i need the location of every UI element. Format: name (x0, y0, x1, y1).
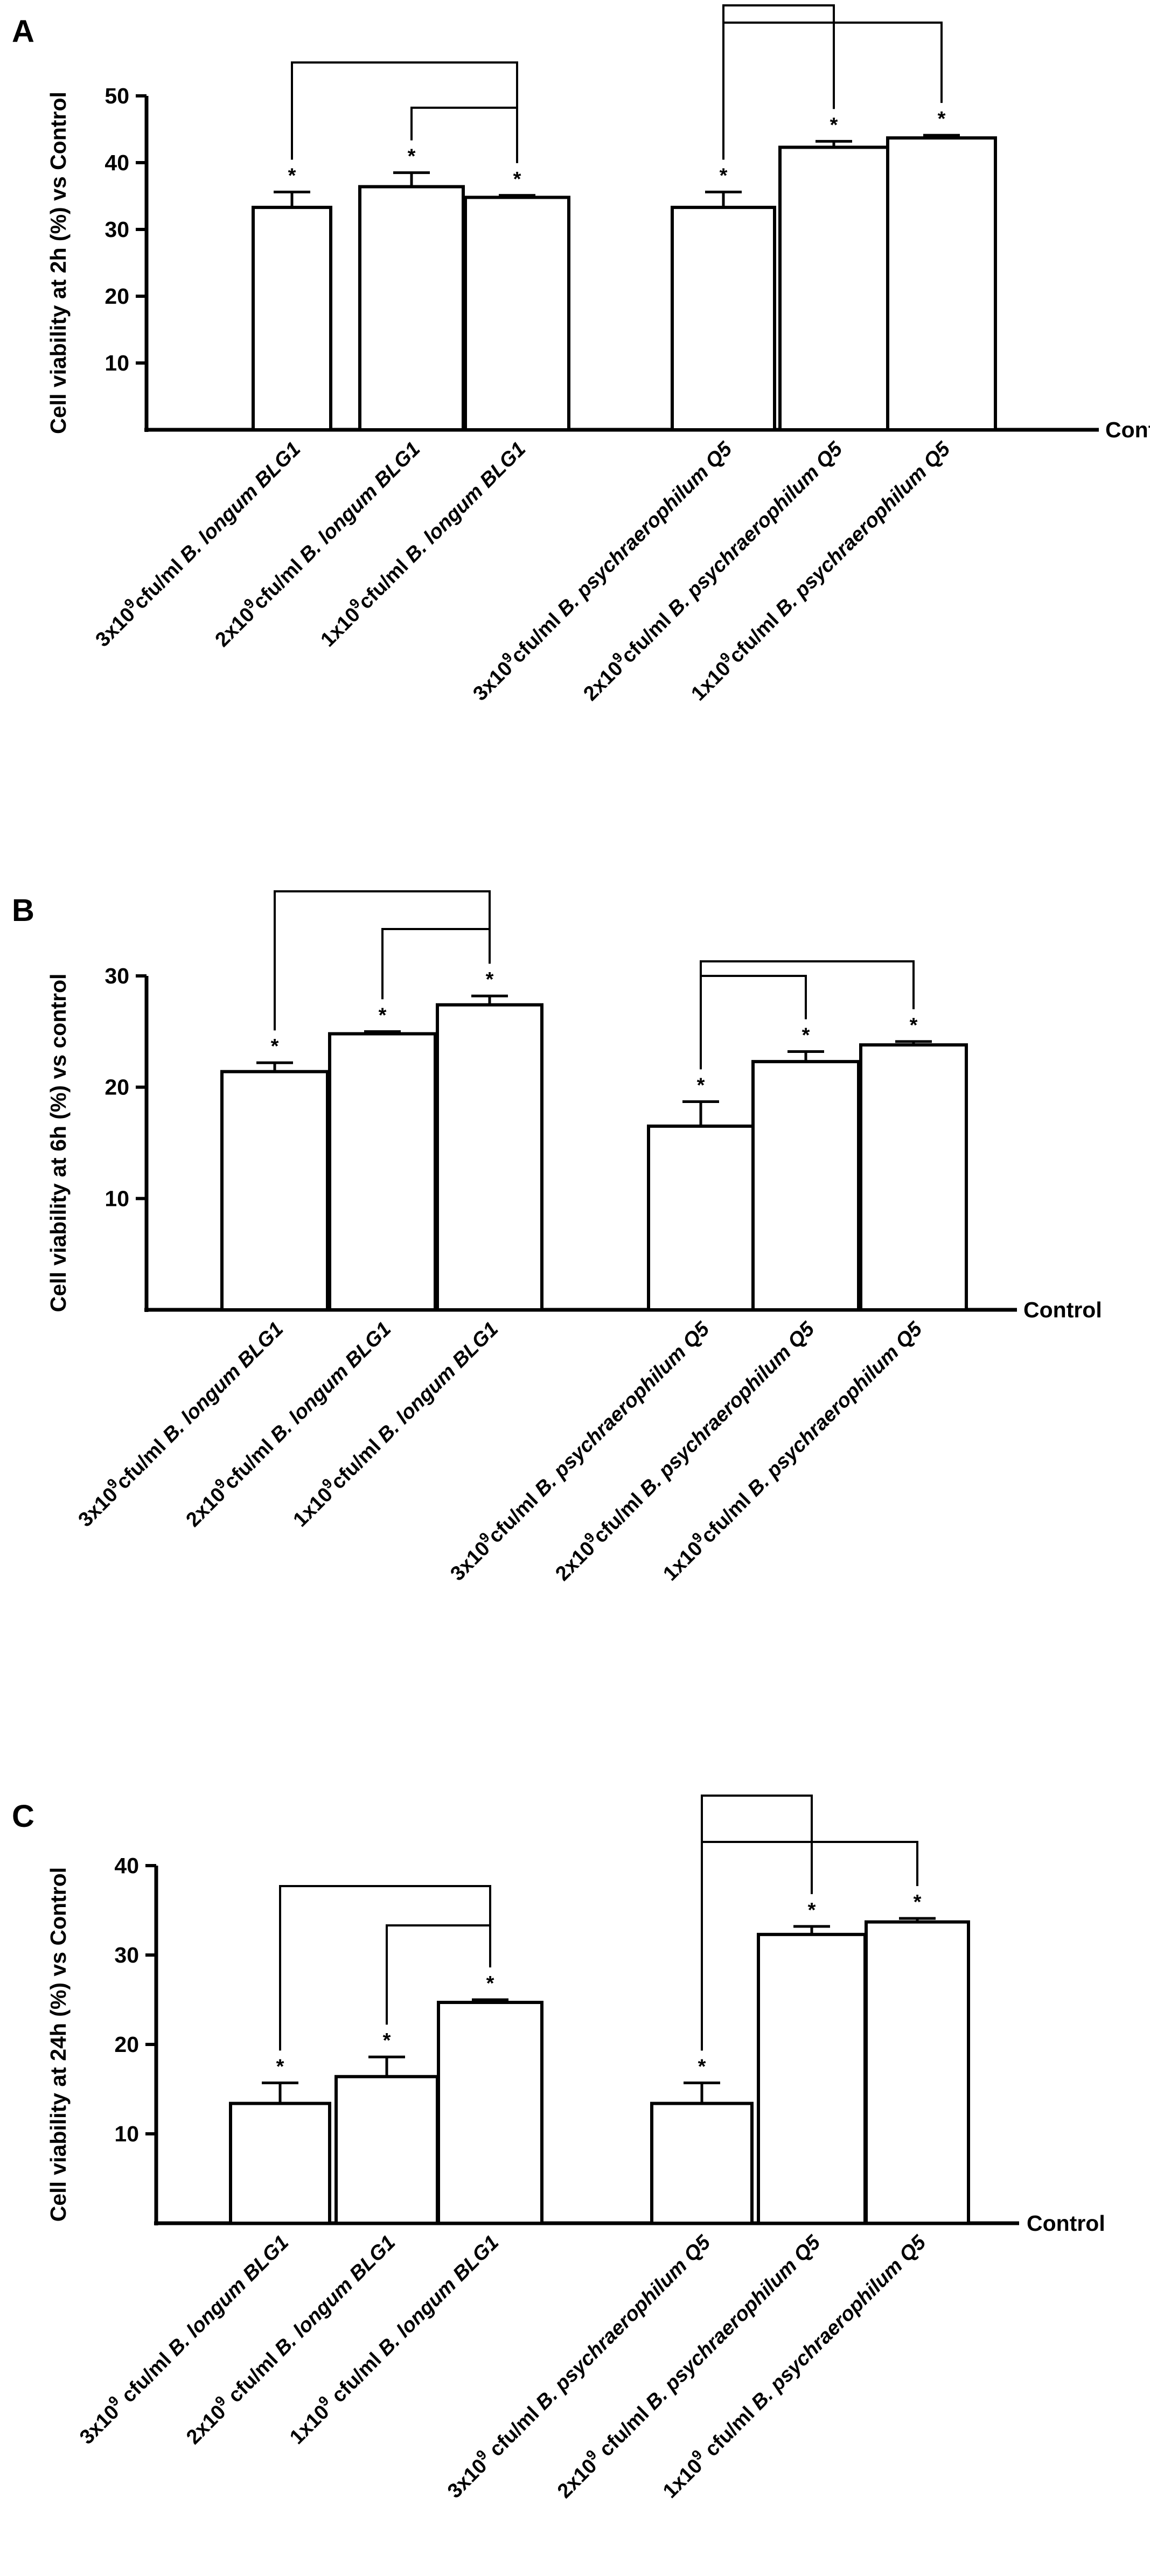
significance-star: * (276, 2055, 284, 2078)
panel-letter: B (12, 893, 34, 928)
significance-star: * (802, 1024, 810, 1047)
chart-panel-B: B Control 10 20 30 Cell viability at 6h (%) v… (12, 890, 1102, 1586)
panel-letter: C (12, 1799, 34, 1834)
significance-star: * (408, 145, 416, 168)
significance-star: * (383, 2029, 391, 2052)
baseline-label: Control (1023, 1297, 1102, 1322)
bar (464, 196, 570, 431)
category-label: 1x109cfu/ml B. longum BLG1 (314, 435, 531, 652)
significance-star: * (938, 108, 946, 130)
bar (859, 1043, 968, 1311)
significance-star: * (808, 1899, 816, 1922)
category-label: 2x109 cfu/ml B. longum BLG1 (179, 2229, 400, 2449)
bar (252, 206, 332, 431)
comparison-bracket (700, 975, 807, 1070)
significance-star: * (914, 1891, 922, 1914)
y-tick-label: 20 (104, 284, 129, 309)
bar (436, 1003, 543, 1311)
bar (757, 1932, 867, 2225)
category-label: 3x109cfu/ml B. longum BLG1 (72, 1315, 288, 1532)
y-tick-label: 10 (114, 2121, 139, 2146)
comparison-bracket (410, 107, 518, 163)
bar (650, 2102, 754, 2225)
category-label: 3x109cfu/ml B. longum BLG1 (89, 435, 305, 652)
bar (778, 145, 889, 432)
bar (886, 136, 997, 431)
significance-star: * (486, 968, 494, 991)
bar (229, 2102, 331, 2225)
category-label: 2x109cfu/ml B. longum BLG1 (179, 1315, 396, 1532)
significance-star: * (910, 1014, 918, 1037)
significance-star: * (486, 1972, 494, 1995)
y-tick-label: 50 (104, 83, 129, 108)
panel-letter: A (12, 14, 34, 49)
significance-star: * (830, 114, 838, 136)
baseline-label: Control (1027, 2211, 1105, 2236)
bar (358, 185, 465, 431)
y-tick-label: 40 (104, 150, 129, 175)
y-tick-label: 30 (114, 1943, 139, 1967)
comparison-bracket (381, 928, 491, 1000)
bar (328, 1032, 437, 1311)
bar (751, 1060, 860, 1311)
significance-star: * (379, 1004, 387, 1027)
y-tick-label: 20 (104, 1075, 129, 1100)
comparison-bracket (722, 4, 835, 160)
comparison-bracket (722, 22, 943, 160)
baseline-label: Control (1105, 417, 1150, 442)
y-axis-title: Cell viability at 24h (%) vs Control (46, 1867, 71, 2222)
comparison-bracket (700, 960, 915, 1070)
y-tick-label: 40 (114, 1853, 139, 1878)
bar (865, 1920, 970, 2225)
comparison-bracket (701, 1841, 918, 2051)
category-label: 2x109cfu/ml B. longum BLG1 (208, 435, 425, 652)
y-axis-title: Cell viability at 2h (%) vs Control (46, 92, 71, 434)
comparison-bracket (386, 1924, 491, 2025)
y-axis-title: Cell viability at 6h (%) vs control (46, 974, 71, 1313)
significance-star: * (698, 2055, 706, 2078)
significance-star: * (720, 165, 728, 187)
bar (334, 2075, 439, 2225)
significance-star: * (513, 168, 521, 191)
bar (220, 1070, 329, 1311)
significance-star: * (271, 1035, 279, 1058)
category-label: 1x109cfu/ml B. longum BLG1 (287, 1315, 503, 1532)
chart-panel-C: C Control 10 20 30 40 Cell viability at 24h (%… (12, 1795, 1105, 2503)
significance-star: * (697, 1074, 705, 1097)
y-tick-label: 10 (104, 351, 129, 375)
bar (671, 206, 776, 431)
bar (647, 1125, 755, 1311)
bar (437, 2000, 543, 2225)
y-tick-label: 30 (104, 217, 129, 242)
chart-panel-A: A Control 10 20 30 40 50 Cell viability at 2h (… (12, 4, 1150, 706)
comparison-bracket (291, 61, 518, 163)
category-label: 1x109 cfu/ml B. longum BLG1 (283, 2229, 503, 2449)
significance-star: * (288, 165, 296, 187)
comparison-bracket (274, 890, 491, 1031)
y-tick-label: 20 (114, 2032, 139, 2057)
y-tick-label: 10 (104, 1186, 129, 1211)
y-tick-label: 30 (104, 964, 129, 988)
category-label: 3x109 cfu/ml B. longum BLG1 (73, 2229, 293, 2449)
